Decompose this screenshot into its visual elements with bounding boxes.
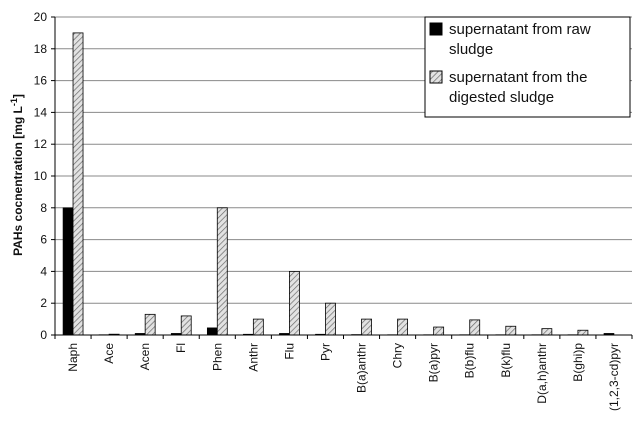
x-tick-label: Chry	[391, 343, 405, 368]
x-tick-label: Anthr	[246, 343, 260, 372]
bar-digested-6	[289, 270, 300, 336]
y-tick-label: 20	[34, 10, 48, 24]
x-tick-label: (1,2,3-cd)pyr	[607, 343, 621, 411]
y-tick-label: 18	[34, 42, 48, 56]
legend-box	[424, 16, 631, 118]
legend-label-raw-line1: supernatant from raw	[449, 21, 591, 38]
bar-digested-2	[144, 313, 156, 336]
y-tick-label: 0	[40, 328, 47, 342]
bar-digested-7	[325, 302, 336, 336]
x-tick-label: Acen	[138, 343, 152, 370]
bar-digested-14	[577, 329, 589, 336]
bar-digested-12	[505, 325, 517, 336]
bar-digested-9	[397, 318, 408, 336]
x-tick-label: B(k)flu	[499, 343, 513, 378]
y-tick-label: 2	[40, 296, 47, 310]
x-tick-label: Naph	[66, 343, 80, 372]
x-tick-label: Pyr	[318, 343, 332, 361]
x-tick-label: B(ghi)p	[571, 343, 585, 382]
y-tick-label: 12	[34, 137, 48, 151]
legend-swatch-raw	[429, 22, 443, 36]
x-tick-label: B(b)flu	[463, 343, 477, 378]
bar-raw-4	[206, 327, 218, 336]
bar-digested-3	[180, 315, 192, 336]
legend-label-raw-line2: sludge	[449, 41, 493, 58]
bar-digested-5	[252, 318, 264, 336]
x-tick-label: Fl	[174, 343, 188, 353]
y-tick-label: 4	[40, 264, 47, 278]
x-tick-label: Phen	[210, 343, 224, 371]
legend-label-digested-line2: digested sludge	[449, 89, 554, 106]
x-tick-label: Ace	[102, 343, 116, 364]
y-tick-label: 6	[40, 233, 47, 247]
x-tick-label: Flu	[282, 343, 296, 360]
bar-raw-0	[62, 207, 74, 336]
axes	[51, 16, 633, 339]
x-tick-label: B(a)pyr	[427, 343, 441, 382]
y-tick-label: 10	[34, 169, 48, 183]
x-tick-label: B(a)anthr	[355, 343, 369, 393]
y-tick-label: 14	[34, 105, 48, 119]
bar-digested-8	[361, 318, 372, 336]
y-tick-labels: 0 2 4 6 8 10 12 14 16 18 20	[34, 10, 48, 342]
x-tick-label: D(a,h)anthr	[535, 343, 549, 404]
bars	[62, 32, 615, 336]
y-tick-label: 8	[40, 201, 47, 215]
legend-swatch-digested	[429, 70, 443, 84]
legend-label-digested-line1: supernatant from the	[449, 69, 587, 86]
legend: supernatant from raw sludge supernatant …	[424, 16, 631, 118]
bar-digested-0	[72, 32, 84, 336]
y-tick-label: 16	[34, 74, 48, 88]
bar-digested-13	[541, 328, 553, 336]
x-tick-labels: Naph Ace Acen Fl Phen Anthr Flu Pyr B(a)anthr Chr…	[66, 343, 621, 411]
y-axis-label: PAHs cocnentration [mg L-1]	[9, 94, 25, 256]
bar-digested-11	[469, 319, 481, 336]
bar-digested-4	[216, 207, 228, 336]
bar-digested-10	[433, 326, 445, 336]
